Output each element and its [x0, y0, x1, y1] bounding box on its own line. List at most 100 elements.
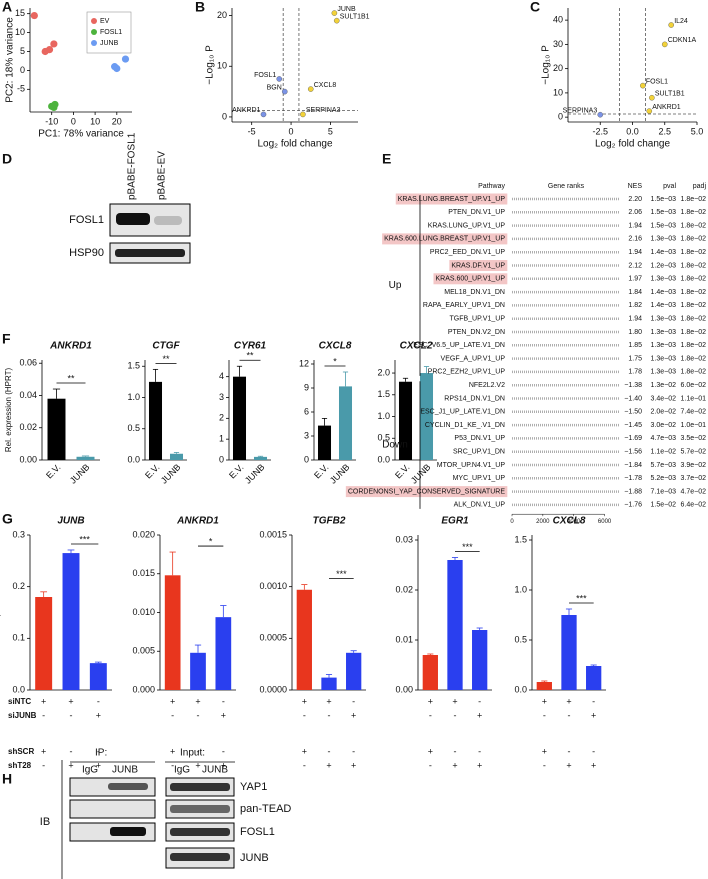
table-cell: 1.3e−03 — [651, 329, 677, 336]
table-cell: 1.4e−03 — [651, 249, 677, 256]
condition-sign: - — [568, 746, 571, 756]
y-tick-label: 0.02 — [395, 584, 413, 594]
condition-sign: - — [328, 710, 331, 720]
band — [170, 783, 230, 791]
table-cell: 1.8e−02 — [681, 316, 707, 323]
table-cell: 1.8e−02 — [681, 236, 707, 243]
y-tick-label: 10 — [553, 87, 563, 97]
y-tick-label: 0.0 — [377, 454, 390, 464]
condition-sign: + — [195, 696, 200, 706]
bar — [232, 376, 247, 460]
y-tick-label: 0.0000 — [259, 684, 287, 694]
condition-sign: - — [478, 696, 481, 706]
table-cell: 1.75 — [628, 355, 642, 362]
y-tick-label: 0 — [304, 454, 309, 464]
pathway-name: SRC_UP.V1_DN — [453, 449, 505, 456]
y-tick-label: 1.5 — [514, 534, 527, 544]
x-axis-label: Log₂ fold change — [595, 139, 670, 150]
condition-sign: + — [428, 696, 433, 706]
condition-sign: + — [591, 760, 596, 770]
table-cell: 3.7e−02 — [681, 475, 707, 482]
x-axis-label: PC1: 78% variance — [38, 129, 124, 140]
x-tick-label: 5 — [328, 126, 333, 136]
significance-label: ** — [67, 373, 75, 383]
y-tick-label: 0.04 — [19, 390, 37, 400]
table-cell: 1.94 — [628, 222, 642, 229]
table-cell: 1.5e−03 — [651, 222, 677, 229]
condition-sign: + — [41, 746, 46, 756]
table-cell: 7.1e−03 — [651, 488, 677, 495]
point-label: SULT1B1 — [340, 14, 370, 21]
condition-label: shSCR — [8, 747, 34, 756]
pathway-name: MYC_UP.V1_UP — [453, 475, 506, 482]
band — [110, 827, 146, 836]
condition-sign: + — [428, 746, 433, 756]
table-cell: 2.16 — [628, 236, 642, 243]
y-axis-label: Rel expression — [0, 586, 1, 639]
band — [115, 249, 185, 257]
bar — [215, 617, 232, 690]
y-tick-label: 9 — [304, 382, 309, 392]
chart-title: CXCL8 — [319, 341, 352, 352]
point — [50, 40, 58, 48]
point — [276, 76, 283, 82]
condition-sign: + — [96, 760, 101, 770]
table-cell: −1.56 — [624, 449, 642, 456]
condition-sign: - — [171, 710, 174, 720]
y-tick-label: 1 — [219, 434, 224, 444]
legend-marker — [91, 29, 97, 35]
table-cell: 1.0e−01 — [681, 422, 707, 429]
legend-label: JUNB — [100, 40, 119, 47]
condition-sign: + — [68, 696, 73, 706]
y-tick-label: 3 — [219, 392, 224, 402]
lane-label: IgG — [82, 765, 98, 776]
condition-sign: - — [429, 710, 432, 720]
table-cell: 1.97 — [628, 276, 642, 283]
condition-sign: + — [195, 760, 200, 770]
y-tick-label: 0.0 — [127, 454, 140, 464]
table-cell: 1.3e−03 — [651, 236, 677, 243]
table-cell: 1.3e−02 — [651, 382, 677, 389]
column-header: NES — [628, 183, 643, 190]
y-tick-label: 0.06 — [19, 358, 37, 368]
rank-tick-label: 6000 — [598, 519, 612, 525]
chart-title: ANKRD1 — [49, 341, 92, 352]
highlight — [433, 273, 508, 285]
x-tick-label: 0.0 — [626, 126, 639, 136]
x-tick-label: -10 — [45, 116, 58, 126]
x-tick-label: JUNB — [409, 462, 433, 486]
bar — [169, 453, 184, 460]
y-tick-label: 20 — [217, 10, 227, 20]
significance-label: * — [333, 356, 337, 366]
condition-sign: + — [326, 696, 331, 706]
y-tick-label: 0.5 — [127, 423, 140, 433]
condition-sign: + — [542, 696, 547, 706]
condition-sign: - — [592, 746, 595, 756]
x-tick-label: -2.5 — [592, 126, 608, 136]
y-tick-label: 0 — [20, 65, 25, 75]
table-cell: 6.0e−02 — [681, 382, 707, 389]
point — [646, 108, 653, 114]
point — [597, 111, 604, 118]
y-tick-label: 0.01 — [395, 634, 413, 644]
condition-sign: + — [452, 696, 457, 706]
y-tick-label: 4 — [219, 371, 224, 381]
group-header: IP: — [95, 748, 107, 759]
pathway-name: KRAS.DF.V1_UP — [451, 262, 505, 269]
y-tick-label: 0.1 — [12, 633, 25, 643]
y-axis-label: PC2: 18% variance — [5, 17, 16, 103]
legend-marker — [91, 18, 97, 24]
condition-sign: + — [591, 710, 596, 720]
condition-sign: - — [197, 746, 200, 756]
group-label: Up — [389, 280, 402, 291]
chart-title: TGFB2 — [313, 516, 346, 527]
legend-label: FOSL1 — [100, 29, 122, 36]
bar — [317, 425, 332, 460]
condition-sign: - — [171, 760, 174, 770]
y-tick-label: 0.0 — [514, 684, 527, 694]
y-tick-label: 2 — [219, 413, 224, 423]
legend-label: EV — [100, 18, 110, 25]
table-cell: 3.0e−02 — [651, 422, 677, 429]
y-tick-label: 0.020 — [132, 529, 155, 539]
